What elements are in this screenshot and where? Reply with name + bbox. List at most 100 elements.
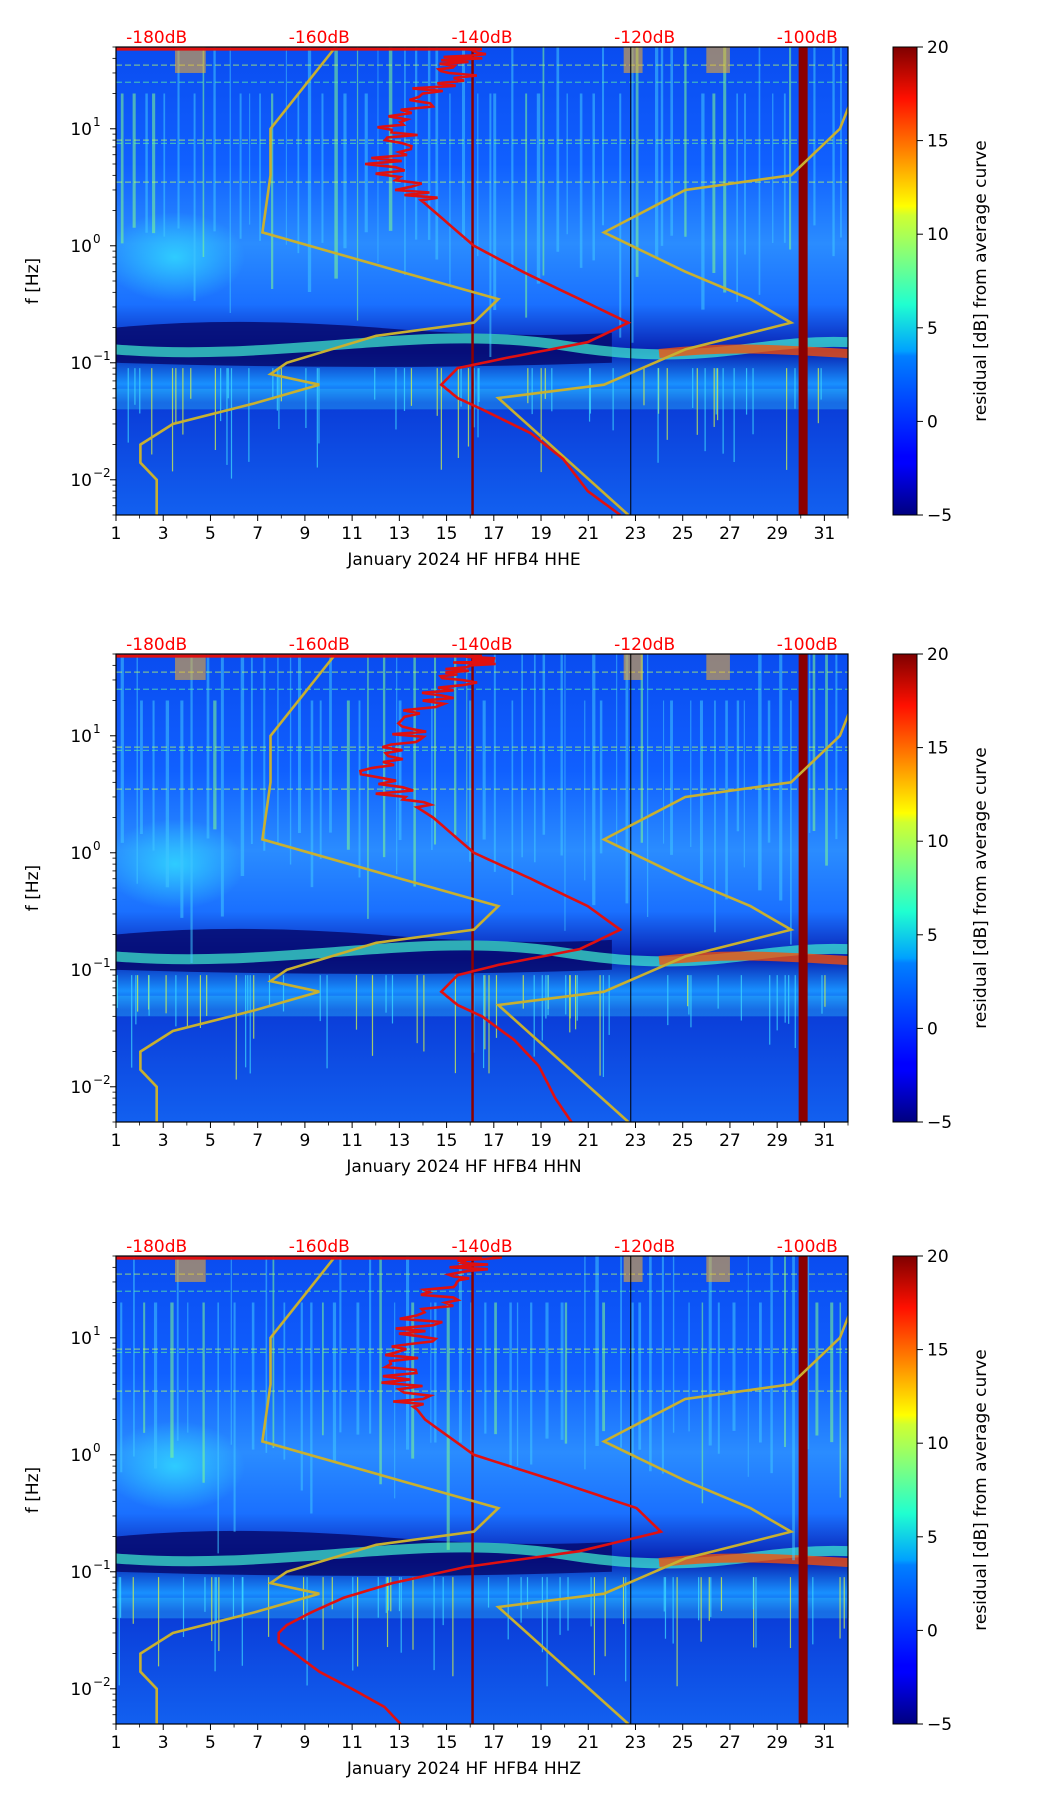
y-tick-label: 10 (70, 1563, 92, 1583)
hot-patch (175, 47, 206, 73)
x-tick-label: 11 (341, 1131, 363, 1151)
spectrogram-background (116, 1256, 848, 1724)
x-tick-label: 27 (719, 1131, 741, 1151)
colorbar-label: residual [dB] from average curve (971, 140, 991, 421)
y-axis-label: f [Hz] (23, 1467, 43, 1513)
hot-patch (706, 654, 730, 680)
high-noise-model-curve (495, 1313, 848, 1724)
db-scale-label: -180dB (126, 635, 187, 655)
x-tick-label: 3 (158, 1131, 169, 1151)
y-tick-label: 10 (70, 727, 92, 747)
x-tick-label: 5 (205, 524, 216, 544)
db-scale-label: -160dB (289, 1237, 350, 1257)
colorbar-tick-label: −5 (927, 1715, 952, 1735)
x-tick-label: 9 (299, 1131, 310, 1151)
y-tick-exponent: 0 (93, 232, 101, 246)
x-tick-label: 29 (766, 1131, 788, 1151)
y-tick-exponent: −1 (93, 1558, 111, 1572)
spectrogram-area (116, 1256, 848, 1724)
y-tick-label: 10 (70, 471, 92, 491)
y-tick-exponent: −2 (93, 466, 111, 480)
colorbar-tick-label: 0 (927, 1019, 938, 1039)
high-noise-model-curve (495, 104, 848, 515)
colorbar-tick-label: 5 (927, 926, 938, 946)
x-tick-label: 3 (158, 524, 169, 544)
noise-blob (116, 212, 246, 303)
db-scale-label: -160dB (289, 28, 350, 48)
colorbar-tick-label: −5 (927, 1113, 952, 1133)
x-tick-label: 31 (814, 1131, 836, 1151)
x-tick-label: 25 (672, 1131, 694, 1151)
y-tick-label: 10 (70, 1078, 92, 1098)
db-scale-label: -140dB (451, 1237, 512, 1257)
x-tick-label: 11 (341, 1733, 363, 1753)
db-scale-label: -120dB (614, 635, 675, 655)
low-noise-model-curve (139, 47, 501, 515)
colorbar (892, 46, 918, 516)
low-freq-band (116, 995, 848, 1017)
median-psd-curve (364, 47, 632, 515)
colorbar (892, 1255, 918, 1725)
x-tick-label: 25 (672, 1733, 694, 1753)
x-tick-label: 23 (625, 1131, 647, 1151)
x-tick-label: 13 (389, 1131, 411, 1151)
noise-blob (116, 1421, 246, 1512)
y-axis-label: f [Hz] (23, 865, 43, 911)
db-scale-label: -120dB (614, 1237, 675, 1257)
y-tick-exponent: −2 (93, 1073, 111, 1087)
db-scale-label: -180dB (126, 28, 187, 48)
spectrogram-area (116, 47, 848, 515)
x-tick-label: 1 (111, 1131, 122, 1151)
db-scale-label: -100dB (777, 28, 838, 48)
y-tick-label: 10 (70, 1680, 92, 1700)
colorbar-tick-label: 20 (927, 1247, 949, 1267)
x-tick-label: 17 (483, 1733, 505, 1753)
x-tick-label: 13 (389, 524, 411, 544)
x-tick-label: 11 (341, 524, 363, 544)
y-tick-exponent: 1 (93, 115, 101, 129)
colorbar-tick-label: 10 (927, 225, 949, 245)
x-tick-label: 7 (252, 1131, 263, 1151)
y-tick-exponent: −1 (93, 956, 111, 970)
y-tick-label: 10 (70, 1446, 92, 1466)
hot-patch (175, 1256, 206, 1282)
y-axis-label: f [Hz] (23, 258, 43, 304)
db-scale-label: -160dB (289, 635, 350, 655)
high-noise-model-curve (495, 711, 848, 1122)
y-tick-label: 10 (70, 354, 92, 374)
x-tick-label: 17 (483, 1131, 505, 1151)
y-tick-exponent: 0 (93, 839, 101, 853)
x-axis-label: January 2024 HF HFB4 HHN (345, 1157, 581, 1177)
hot-patch (623, 1256, 643, 1282)
x-tick-label: 21 (577, 524, 599, 544)
colorbar (892, 653, 918, 1123)
colorbar-tick-label: 10 (927, 1434, 949, 1454)
median-psd-curve (277, 1256, 664, 1724)
low-freq-band (116, 1597, 848, 1619)
colorbar-tick-label: 0 (927, 412, 938, 432)
x-tick-label: 31 (814, 524, 836, 544)
colorbar-label: residual [dB] from average curve (971, 1349, 991, 1630)
x-tick-label: 27 (719, 1733, 741, 1753)
x-tick-label: 1 (111, 1733, 122, 1753)
db-scale-label: -140dB (451, 28, 512, 48)
colorbar-tick-label: 15 (927, 739, 949, 759)
x-tick-label: 21 (577, 1131, 599, 1151)
x-tick-label: 13 (389, 1733, 411, 1753)
hot-patch (706, 1256, 730, 1282)
x-tick-label: 5 (205, 1733, 216, 1753)
colorbar-label: residual [dB] from average curve (971, 747, 991, 1028)
x-tick-label: 15 (436, 1733, 458, 1753)
x-axis-label: January 2024 HF HFB4 HHE (346, 550, 580, 570)
y-tick-label: 10 (70, 1329, 92, 1349)
colorbar-tick-label: 5 (927, 319, 938, 339)
x-tick-label: 29 (766, 524, 788, 544)
x-tick-label: 27 (719, 524, 741, 544)
db-scale-label: -180dB (126, 1237, 187, 1257)
y-tick-exponent: 0 (93, 1441, 101, 1455)
hot-patch (175, 654, 206, 680)
x-tick-label: 7 (252, 524, 263, 544)
x-tick-label: 1 (111, 524, 122, 544)
